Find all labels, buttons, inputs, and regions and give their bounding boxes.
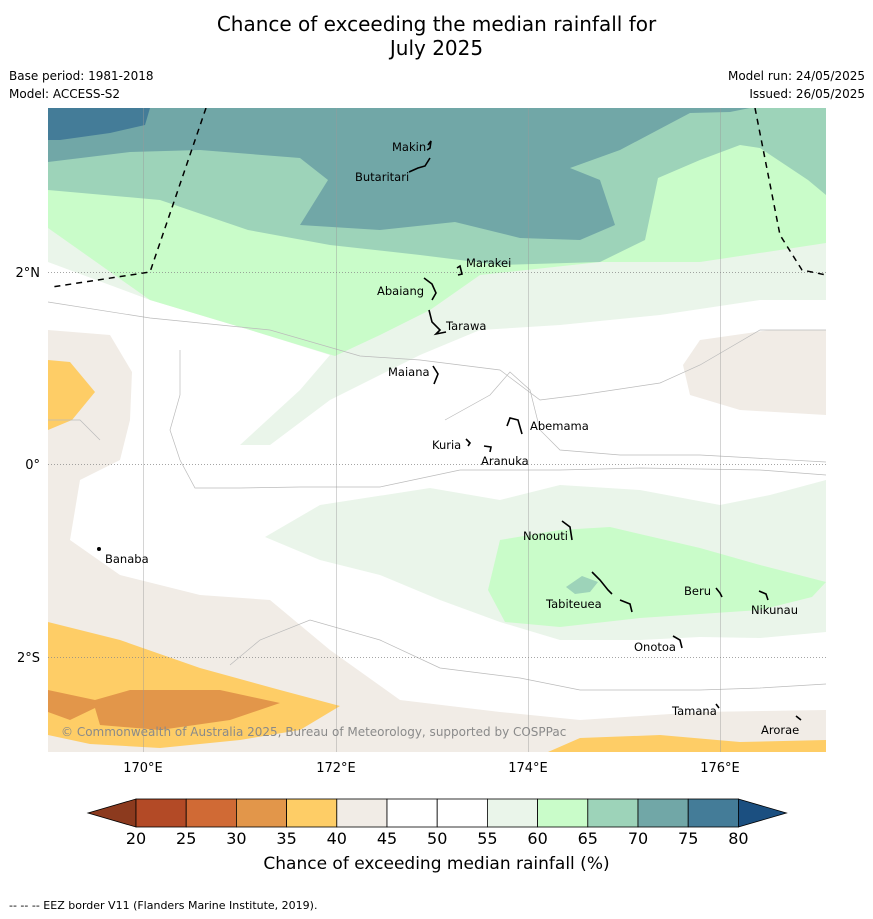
- colorbar-swatch: [436, 798, 488, 828]
- label-beru: Beru: [684, 584, 711, 598]
- colorbar-tick-label: 40: [327, 829, 347, 848]
- eez-border: [51, 108, 826, 288]
- colorbar-tick-label: 35: [276, 829, 296, 848]
- label-tabiteuea: Tabiteuea: [545, 597, 602, 611]
- colorbar-swatch: [386, 798, 438, 828]
- lon-label-172: 172°E: [316, 761, 356, 776]
- zone-40-45-west: [48, 330, 826, 752]
- colorbar-tick-label: 70: [628, 829, 648, 848]
- colorbar-over-triangle: [738, 798, 788, 828]
- title-line1: Chance of exceeding the median rainfall …: [216, 12, 657, 36]
- lat-label-2n: 2°N: [16, 266, 41, 281]
- colorbar-swatch: [235, 798, 287, 828]
- lon-label-176: 176°E: [700, 761, 740, 776]
- colorbar-tick-label: 50: [427, 829, 447, 848]
- meta-left: Base period: 1981-2018 Model: ACCESS-S2: [9, 67, 154, 103]
- label-nikunau: Nikunau: [751, 603, 798, 617]
- zone-65-70-south: [566, 576, 598, 594]
- label-abaiang: Abaiang: [377, 284, 424, 298]
- colorbar-swatch: [135, 798, 187, 828]
- label-tarawa: Tarawa: [445, 319, 486, 333]
- label-makin: Makin: [392, 140, 426, 154]
- label-onotoa: Onotoa: [634, 640, 676, 654]
- colorbar-swatch: [336, 798, 388, 828]
- colorbar-tick-label: 75: [678, 829, 698, 848]
- lat-label-2s: 2°S: [17, 651, 40, 666]
- zone-75-80-north: [48, 108, 150, 140]
- zone-40-45-east: [683, 330, 826, 415]
- zone-30-35-south: [48, 690, 280, 730]
- zone-35-40-west: [48, 360, 95, 430]
- lat-label-0: 0°: [25, 458, 40, 473]
- colorbar-swatch: [185, 798, 237, 828]
- colorbar-tick-label: 60: [527, 829, 547, 848]
- colorbar: 20 25 30 35 40 45 50 55 60 65 70 75 80: [86, 798, 788, 848]
- lon-label-170: 170°E: [123, 761, 163, 776]
- label-abemama: Abemama: [530, 419, 589, 433]
- label-arorae: Arorae: [761, 723, 799, 737]
- eez-footnote: -- -- -- EEZ border V11 (Flanders Marine…: [9, 899, 318, 912]
- map-title: Chance of exceeding the median rainfall …: [0, 12, 873, 60]
- model-run: Model run: 24/05/2025: [727, 69, 865, 83]
- colorbar-tick-label: 80: [728, 829, 748, 848]
- colorbar-tick-label: 55: [477, 829, 497, 848]
- colorbar-tick-label: 30: [226, 829, 246, 848]
- colorbar-swatch: [687, 798, 739, 828]
- colorbar-swatch: [587, 798, 639, 828]
- meta-right: Model run: 24/05/2025 Issued: 26/05/2025: [728, 67, 865, 103]
- probability-field: Makin Butaritari Marakei Abaiang Tarawa …: [48, 108, 826, 752]
- colorbar-tick-label: 45: [377, 829, 397, 848]
- colorbar-tick-label: 65: [578, 829, 598, 848]
- label-kuria: Kuria: [432, 438, 461, 452]
- title-line2: July 2025: [389, 36, 484, 60]
- label-tamana: Tamana: [671, 704, 717, 718]
- label-marakei: Marakei: [466, 256, 511, 270]
- colorbar-swatch: [537, 798, 589, 828]
- colorbar-swatch: [286, 798, 338, 828]
- issued-date: Issued: 26/05/2025: [749, 87, 865, 101]
- colorbar-swatch: [486, 798, 538, 828]
- copyright-text: © Commonwealth of Australia 2025, Bureau…: [61, 725, 566, 739]
- label-butaritari: Butaritari: [355, 170, 409, 184]
- colorbar-swatch: [637, 798, 689, 828]
- zone-60-65-south: [488, 527, 826, 627]
- islands: [97, 140, 802, 721]
- zone-70-75-north: [48, 108, 750, 240]
- lon-label-174: 174°E: [508, 761, 548, 776]
- label-nonouti: Nonouti: [523, 529, 568, 543]
- label-aranuka: Aranuka: [481, 454, 529, 468]
- colorbar-tick-label: 20: [126, 829, 146, 848]
- base-period: Base period: 1981-2018: [9, 69, 154, 83]
- label-banaba: Banaba: [105, 552, 149, 566]
- model-name: Model: ACCESS-S2: [9, 87, 121, 101]
- colorbar-under-triangle: [86, 798, 137, 828]
- colorbar-tick-label: 25: [176, 829, 196, 848]
- label-maiana: Maiana: [388, 365, 430, 379]
- zone-35-40-se: [548, 735, 826, 752]
- colorbar-label: Chance of exceeding median rainfall (%): [263, 854, 610, 874]
